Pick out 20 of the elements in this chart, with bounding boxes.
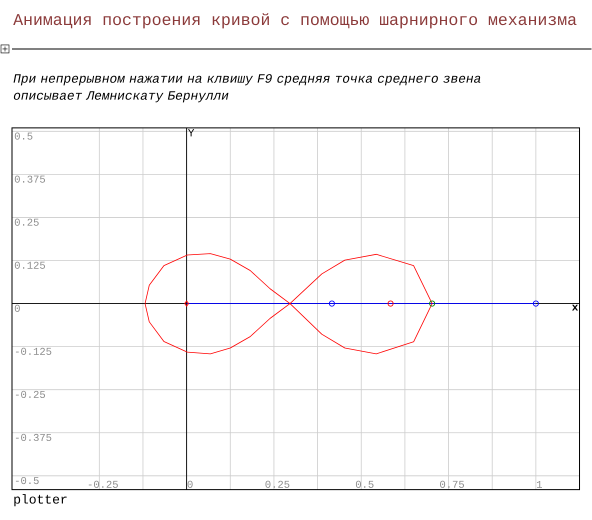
y-tick-label: -0.125: [16, 348, 52, 356]
y-tick-label: -0.375: [16, 434, 52, 442]
chart-title: Анимация построения кривой с помощью шарнирного механизма: [13, 13, 576, 29]
y-tick-label: 0.125: [14, 262, 46, 270]
x-tick-label: 0.75: [440, 480, 464, 488]
y-tick-label: 0.25: [14, 218, 39, 226]
chart-subtitle: При непрерывном нажатии на клвишу F9 средняя точка среднего звена описывает Лемнискату Бернулли: [14, 74, 480, 103]
x-tick-label: -0.25: [88, 480, 118, 488]
y-tick-label: 0.5: [14, 132, 32, 140]
x-tick-label: 0: [188, 480, 193, 488]
x-tick-label: 0.25: [265, 480, 290, 488]
y-tick-label: -0.25: [16, 391, 46, 398]
text: plotter: [14, 494, 67, 506]
y-tick-label: -0.5: [16, 477, 39, 484]
y-tick-label: 0: [14, 304, 20, 312]
x-tick-label: 0.5: [356, 480, 374, 488]
y-tick-label: 0.375: [14, 176, 46, 183]
x-tick-label: 1: [536, 481, 542, 488]
x-axis-title: x: [572, 304, 578, 311]
y-axis-title: Y: [188, 129, 194, 137]
